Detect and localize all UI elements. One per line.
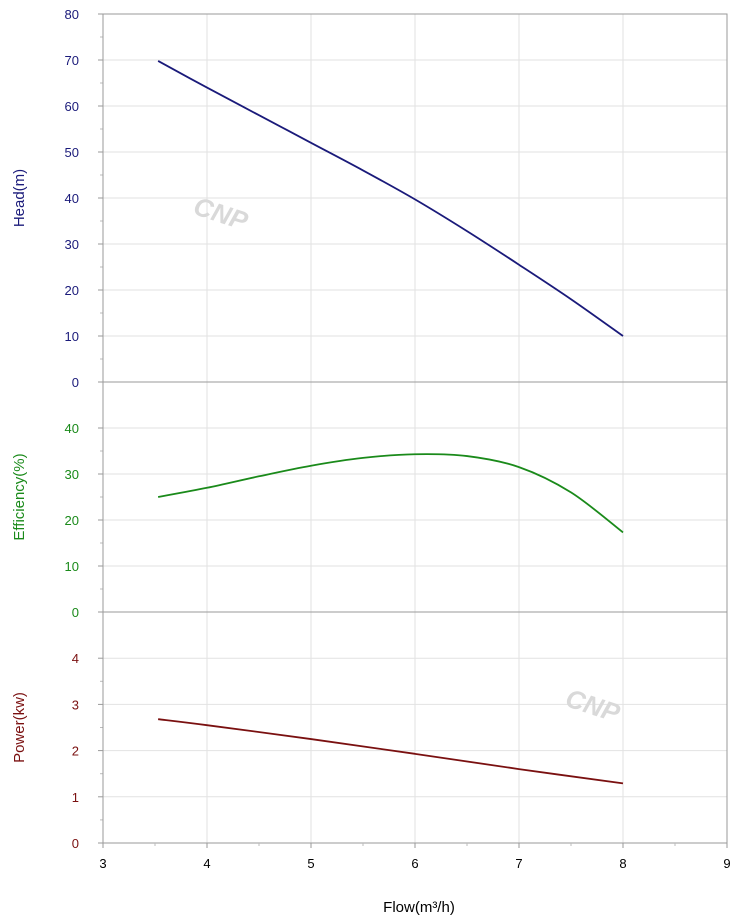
x-axis-title: Flow(m³/h) — [383, 899, 455, 916]
power-y-tick-label: 2 — [72, 744, 79, 759]
x-tick-label: 7 — [515, 856, 522, 871]
head-y-tick-label: 20 — [65, 283, 79, 298]
head-y-tick-label: 40 — [65, 191, 79, 206]
x-tick-label: 4 — [203, 856, 210, 871]
head-series-line — [157, 60, 624, 337]
x-tick-label: 3 — [99, 856, 106, 871]
head-y-tick-label: 60 — [65, 99, 79, 114]
efficiency-y-tick-label: 30 — [65, 467, 79, 482]
watermark-text: CNP — [562, 683, 624, 729]
head-y-tick-label: 10 — [65, 329, 79, 344]
power-series-line — [158, 718, 624, 785]
efficiency-y-tick-label: 10 — [65, 559, 79, 574]
power-y-tick-label: 3 — [72, 697, 79, 712]
head-y-tick-label: 50 — [65, 145, 79, 160]
power-axis-title: Power(kw) — [11, 692, 28, 763]
efficiency-y-tick-label: 0 — [72, 605, 79, 620]
power-y-tick-label: 0 — [72, 836, 79, 851]
head-y-tick-label: 70 — [65, 53, 79, 68]
x-tick-label: 9 — [723, 856, 730, 871]
x-tick-label: 8 — [619, 856, 626, 871]
head-y-tick-label: 30 — [65, 237, 79, 252]
x-tick-label: 5 — [307, 856, 314, 871]
head-y-tick-label: 0 — [72, 375, 79, 390]
x-tick-label: 6 — [411, 856, 418, 871]
efficiency-y-tick-label: 40 — [65, 421, 79, 436]
power-y-tick-label: 1 — [72, 790, 79, 805]
head-axis-title: Head(m) — [11, 169, 28, 227]
power-y-tick-label: 4 — [72, 651, 79, 666]
efficiency-y-tick-label: 20 — [65, 513, 79, 528]
head-y-tick-label: 80 — [65, 7, 79, 22]
efficiency-series-line — [157, 453, 624, 534]
efficiency-axis-title: Efficiency(%) — [11, 453, 28, 540]
